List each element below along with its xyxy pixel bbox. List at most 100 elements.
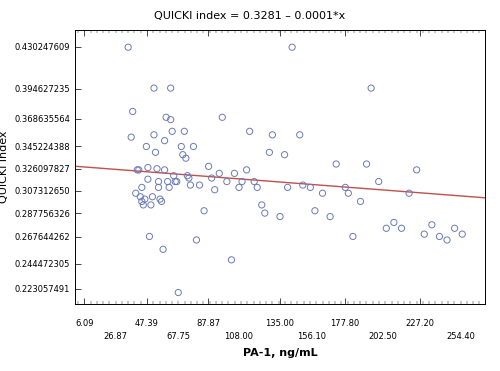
Point	[160, 167, 168, 173]
Text: 47.39: 47.39	[135, 319, 159, 328]
Point	[150, 132, 158, 138]
Point	[144, 165, 152, 171]
Point	[159, 246, 167, 252]
Point	[171, 178, 179, 184]
Point	[367, 85, 375, 91]
Point	[147, 202, 155, 208]
Point	[398, 225, 406, 231]
Point	[318, 190, 326, 196]
Point	[405, 190, 413, 196]
Point	[144, 176, 152, 182]
Point	[138, 184, 146, 190]
Point	[184, 173, 192, 179]
Point	[268, 132, 276, 138]
Point	[210, 187, 218, 193]
Point	[311, 208, 319, 214]
Point	[228, 257, 235, 263]
Point	[146, 233, 154, 239]
Point	[134, 167, 141, 173]
Point	[170, 173, 177, 179]
Point	[172, 178, 180, 184]
Point	[280, 152, 288, 158]
Point	[223, 178, 231, 184]
Text: QUICKI index = 0.3281 – 0.0001*x: QUICKI index = 0.3281 – 0.0001*x	[154, 11, 346, 21]
Point	[138, 198, 146, 204]
Point	[190, 144, 198, 150]
Point	[412, 167, 420, 173]
Point	[140, 202, 147, 208]
Point	[344, 190, 352, 196]
Point	[166, 85, 174, 91]
Point	[382, 225, 390, 231]
Point	[204, 163, 212, 169]
Point	[250, 178, 258, 184]
Point	[374, 178, 382, 184]
Point	[436, 233, 444, 239]
Point	[443, 237, 451, 243]
Point	[152, 150, 160, 155]
Point	[253, 184, 261, 190]
Point	[136, 194, 144, 200]
Point	[141, 196, 149, 202]
Point	[128, 108, 136, 114]
Text: 6.09: 6.09	[75, 319, 94, 328]
Text: 156.10: 156.10	[298, 332, 326, 341]
Point	[156, 196, 164, 202]
Point	[390, 220, 398, 226]
Text: 227.20: 227.20	[406, 319, 434, 328]
Point	[362, 161, 370, 167]
Point	[154, 184, 162, 190]
Point	[246, 128, 254, 134]
Point	[208, 175, 216, 181]
Point	[420, 231, 428, 237]
Point	[127, 134, 135, 140]
Point	[180, 128, 188, 134]
Point	[349, 233, 357, 239]
Point	[174, 290, 182, 296]
Point	[154, 178, 162, 184]
Point	[185, 175, 193, 181]
Point	[299, 182, 307, 188]
Point	[238, 178, 246, 184]
Point	[168, 128, 176, 134]
Point	[332, 161, 340, 167]
Point	[196, 182, 203, 188]
Text: 254.40: 254.40	[447, 332, 476, 341]
Point	[428, 222, 436, 228]
Point	[276, 214, 284, 220]
Point	[148, 194, 156, 200]
Point	[164, 178, 172, 184]
Point	[150, 85, 158, 91]
Point	[326, 214, 334, 220]
Point	[178, 144, 186, 150]
Point	[158, 198, 166, 204]
Text: 67.75: 67.75	[166, 332, 190, 341]
Text: 135.00: 135.00	[266, 319, 294, 328]
Point	[200, 208, 208, 214]
Point	[230, 170, 238, 176]
Point	[192, 237, 200, 243]
Point	[235, 184, 243, 190]
Point	[266, 150, 274, 155]
Point	[132, 190, 140, 196]
Point	[242, 167, 250, 173]
Point	[296, 132, 304, 138]
Point	[162, 114, 170, 120]
Point	[258, 202, 266, 208]
Point	[142, 144, 150, 150]
Text: 108.00: 108.00	[224, 332, 254, 341]
Point	[135, 167, 143, 173]
Text: 177.80: 177.80	[330, 319, 360, 328]
Point	[356, 198, 364, 204]
Point	[306, 184, 314, 190]
Text: 87.87: 87.87	[196, 319, 220, 328]
Point	[450, 225, 458, 231]
Point	[261, 210, 269, 216]
Point	[186, 182, 194, 188]
Point	[153, 166, 161, 172]
Point	[182, 155, 190, 161]
Y-axis label: QUICKI index: QUICKI index	[0, 131, 8, 203]
Point	[166, 116, 174, 122]
Point	[216, 170, 224, 176]
Point	[458, 231, 466, 237]
